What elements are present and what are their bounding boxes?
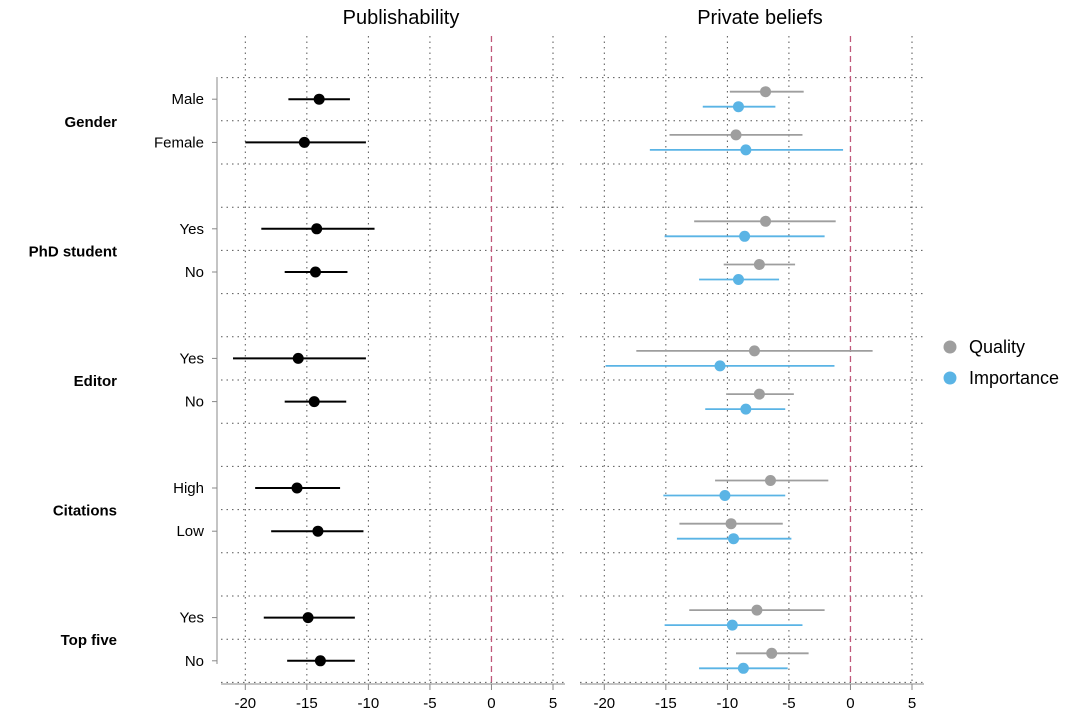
x-tick-label: 5 <box>908 695 916 712</box>
legend-marker <box>943 340 957 354</box>
x-tick-label: -5 <box>423 695 436 712</box>
panel-title: Publishability <box>343 7 460 29</box>
group-label: Gender <box>64 114 117 131</box>
point-estimate <box>737 662 749 674</box>
x-tick-label: -15 <box>655 695 677 712</box>
level-label: Yes <box>180 350 204 367</box>
point-estimate <box>313 93 325 105</box>
legend-label: Importance <box>969 368 1059 388</box>
point-estimate <box>739 230 751 242</box>
point-estimate <box>728 533 740 545</box>
point-estimate <box>725 518 737 530</box>
point-estimate <box>740 144 752 156</box>
point-estimate <box>760 86 772 98</box>
point-estimate <box>309 266 321 278</box>
point-estimate <box>314 655 326 667</box>
x-tick-label: -5 <box>782 695 795 712</box>
x-tick-label: -10 <box>717 695 739 712</box>
level-label: No <box>185 264 204 281</box>
group-label: Top five <box>61 632 117 649</box>
x-tick-label: -20 <box>593 695 615 712</box>
group-label: PhD student <box>29 243 117 260</box>
point-estimate <box>732 274 744 285</box>
legend-label: Quality <box>969 337 1025 357</box>
x-tick-label: 5 <box>549 695 557 712</box>
point-estimate <box>291 482 303 494</box>
point-estimate <box>753 259 765 270</box>
x-tick-label: 0 <box>487 695 495 712</box>
point-estimate <box>719 490 731 501</box>
legend-marker <box>943 371 957 385</box>
group-label: Citations <box>53 503 117 520</box>
point-estimate <box>748 345 760 357</box>
point-estimate <box>726 619 738 631</box>
x-tick-label: -10 <box>358 695 380 712</box>
panel-title: Private beliefs <box>697 7 823 29</box>
level-label: Low <box>176 523 204 540</box>
level-label: High <box>173 480 204 497</box>
x-tick-label: -20 <box>234 695 256 712</box>
point-estimate <box>311 223 323 235</box>
x-tick-label: -15 <box>296 695 318 712</box>
level-label: No <box>185 653 204 670</box>
point-estimate <box>740 403 752 415</box>
point-estimate <box>298 136 310 148</box>
level-label: No <box>185 394 204 411</box>
point-estimate <box>302 612 314 624</box>
point-estimate <box>312 525 324 537</box>
group-label: Editor <box>74 373 117 390</box>
point-estimate <box>753 388 765 400</box>
point-estimate <box>764 475 776 486</box>
point-estimate <box>714 360 726 372</box>
point-estimate <box>751 604 763 616</box>
level-label: Yes <box>180 221 204 238</box>
level-label: Male <box>171 91 204 108</box>
point-estimate <box>308 396 320 408</box>
point-estimate <box>292 352 304 364</box>
point-estimate <box>760 215 772 227</box>
level-label: Yes <box>180 610 204 627</box>
point-estimate <box>730 129 742 141</box>
point-estimate <box>766 647 778 659</box>
x-tick-label: 0 <box>846 695 854 712</box>
point-estimate <box>732 101 744 113</box>
level-label: Female <box>154 134 204 151</box>
